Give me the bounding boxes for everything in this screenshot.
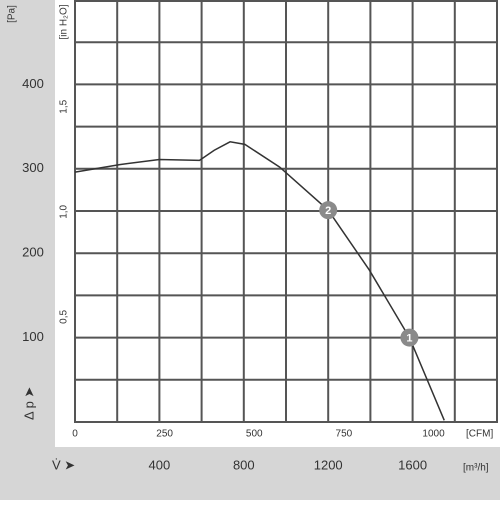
x2-tick-label: 0 — [72, 429, 78, 440]
operating-point — [319, 201, 338, 220]
x-tick-label: 800 — [233, 457, 255, 472]
y2-tick-label: 1,5 — [59, 99, 70, 113]
y2-unit: [in H₂O] — [59, 4, 70, 39]
x2-tick-label: 250 — [156, 429, 173, 440]
y-tick-label: 200 — [22, 245, 44, 260]
curve — [74, 141, 445, 421]
x2-tick-label: 500 — [246, 429, 263, 440]
plot-frame — [74, 0, 498, 423]
operating-point-label: 1 — [406, 333, 412, 345]
y-unit: [Pa] — [7, 5, 18, 23]
x2-tick-label: 750 — [336, 429, 353, 440]
plot-background — [55, 0, 500, 447]
y-tick-label: 400 — [22, 76, 44, 91]
x2-tick-label: 1000 — [422, 429, 445, 440]
y2-tick-label: 0,5 — [59, 310, 70, 324]
x2-unit: [CFM] — [466, 429, 493, 440]
y-tick-label: 300 — [22, 160, 44, 175]
x-unit: [m³/h] — [463, 463, 489, 474]
y-label: Δ p ➤ — [21, 387, 36, 420]
x-tick-label: 1200 — [314, 457, 343, 472]
y2-tick-label: 1,0 — [59, 204, 70, 218]
x-label: V̇ ➤ — [52, 457, 75, 472]
x-tick-label: 400 — [149, 457, 171, 472]
operating-point — [400, 328, 419, 347]
operating-point-label: 2 — [325, 205, 331, 217]
x-tick-label: 1600 — [398, 457, 427, 472]
y-tick-label: 100 — [22, 329, 44, 344]
